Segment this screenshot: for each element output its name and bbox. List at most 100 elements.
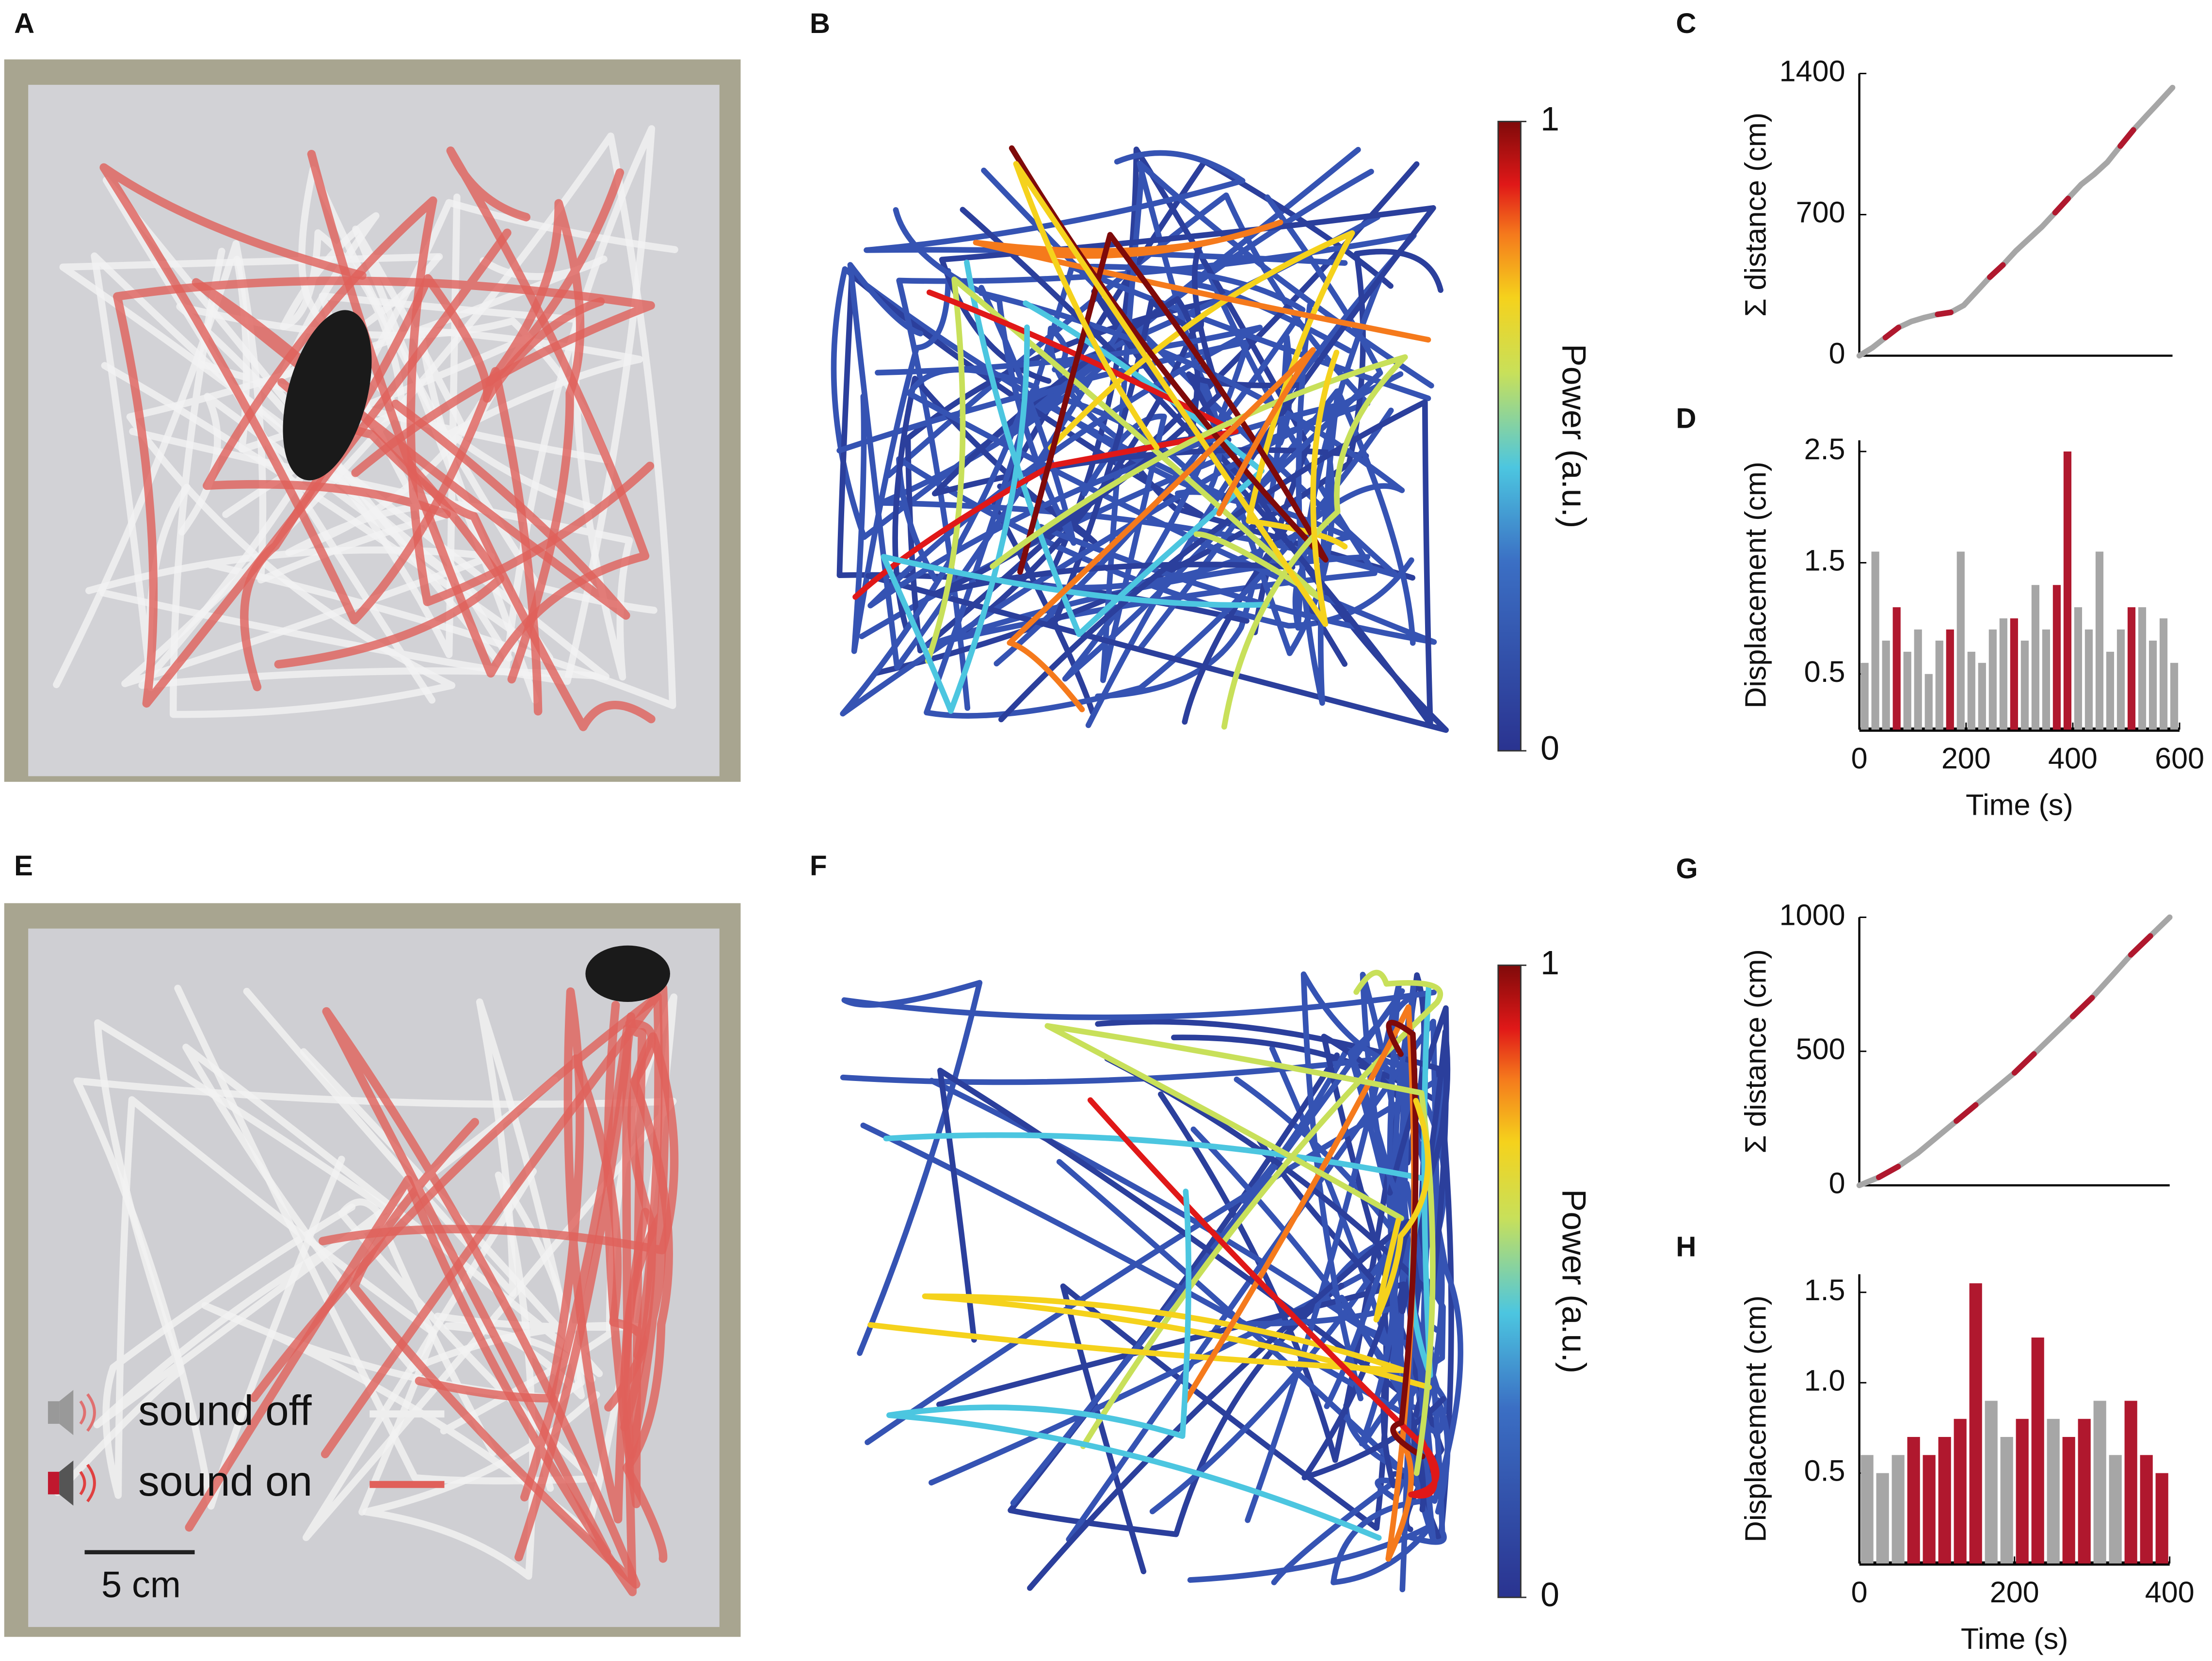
bar — [1969, 1283, 1982, 1564]
bar — [2159, 618, 2168, 730]
animal — [585, 945, 670, 1002]
bar — [2155, 1473, 2168, 1564]
colorbar-tick-label: 1 — [1540, 944, 1559, 982]
bar — [2170, 662, 2179, 730]
line — [1875, 933, 2153, 1180]
trajectory — [1013, 161, 1340, 627]
bar — [2106, 651, 2115, 730]
trajectory — [1008, 1052, 1345, 1537]
speaker-icon — [48, 1390, 96, 1435]
y-tick-label: 2.5 — [1804, 433, 1845, 466]
bar — [2047, 1419, 2060, 1564]
colorbar-label: Power (a.u.) — [1555, 344, 1593, 528]
trajectory — [867, 1293, 1432, 1390]
trajectory — [960, 207, 1433, 727]
bar — [2140, 1455, 2153, 1564]
x-tick-label: 200 — [1941, 742, 1991, 775]
x-axis-label: Time (s) — [1966, 789, 2073, 822]
colorbar-tick-label: 0 — [1540, 1576, 1559, 1613]
bar — [2109, 1455, 2122, 1564]
trajectory — [176, 194, 611, 658]
bar — [1924, 674, 1933, 730]
bar — [2000, 1437, 2013, 1564]
trajectory — [1386, 1019, 1426, 1459]
panel-label: C — [1676, 8, 1696, 39]
trajectory — [936, 1281, 1427, 1492]
y-tick-label: 1.5 — [1804, 1274, 1845, 1306]
trajectory — [514, 1000, 647, 1562]
trajectory — [841, 980, 1437, 1356]
legend-label: sound off — [138, 1387, 312, 1435]
trajectory — [1044, 1023, 1436, 1476]
bar — [1860, 662, 1869, 730]
colorbar-label: Power (a.u.) — [1555, 1189, 1593, 1373]
bar — [1954, 1419, 1967, 1564]
bar — [2010, 618, 2018, 730]
bar — [2063, 451, 2072, 730]
y-tick-label: 1400 — [1779, 55, 1845, 88]
y-tick-label: 700 — [1796, 196, 1845, 229]
trajectory — [893, 207, 1077, 546]
x-tick-label: 0 — [1851, 1576, 1868, 1609]
bar — [1860, 1455, 1874, 1564]
trajectory — [485, 168, 625, 684]
bar — [1871, 551, 1879, 730]
trajectory — [318, 1032, 679, 1432]
bar — [1935, 640, 1943, 730]
legend-label: sound on — [138, 1458, 312, 1505]
y-axis-label: Σ distance (cm) — [1739, 949, 1772, 1153]
bar — [2062, 1437, 2075, 1564]
trajectory — [102, 1096, 437, 1516]
trajectory — [990, 354, 1408, 730]
trajectory — [852, 290, 1239, 600]
y-axis-label: Σ distance (cm) — [1739, 113, 1772, 317]
bar — [2093, 1401, 2106, 1564]
y-axis-label: Displacement (cm) — [1739, 1295, 1772, 1542]
colorbar — [1497, 121, 1522, 752]
y-axis-label: Displacement (cm) — [1739, 462, 1772, 709]
trajectory — [203, 196, 655, 606]
bar — [2127, 607, 2136, 730]
trajectory — [192, 278, 630, 669]
bar — [2016, 1419, 2029, 1564]
panel-label: H — [1676, 1231, 1696, 1263]
trajectory — [925, 276, 1322, 664]
trajectory — [907, 367, 1437, 645]
trajectory — [964, 259, 1265, 637]
trajectory — [321, 984, 670, 1460]
trajectory — [851, 268, 951, 654]
bar — [2031, 585, 2039, 730]
trajectories — [53, 125, 1463, 1596]
trajectory — [1007, 347, 1316, 712]
line — [1856, 914, 2173, 1189]
trajectory — [73, 1077, 677, 1541]
bar — [1967, 651, 1975, 730]
panel-label: G — [1676, 853, 1698, 885]
line — [1856, 84, 2176, 359]
trajectory — [1271, 1221, 1445, 1585]
trajectory — [53, 240, 485, 688]
y-tick-label: 0.5 — [1804, 1454, 1845, 1487]
colorbar-tick-label: 0 — [1540, 729, 1559, 767]
trajectory — [886, 1188, 1382, 1541]
panel-label: B — [810, 8, 830, 39]
y-tick-label: 1.5 — [1804, 544, 1845, 577]
bar — [2084, 629, 2093, 730]
bar — [2031, 1337, 2044, 1564]
bar — [2042, 629, 2050, 730]
trajectory — [937, 1067, 1427, 1513]
colorbar — [1497, 964, 1522, 1598]
trajectory — [322, 1007, 641, 1589]
trajectory — [622, 1019, 673, 1563]
bar — [2138, 607, 2147, 730]
trajectory — [881, 324, 1270, 714]
scale-bar-label: 5 cm — [101, 1564, 181, 1605]
trajectory — [415, 987, 650, 1524]
bar — [2124, 1401, 2137, 1564]
trajectory — [113, 228, 655, 708]
bar — [1988, 629, 1997, 730]
x-tick-label: 200 — [1990, 1576, 2039, 1609]
colorbar-tick-label: 1 — [1540, 100, 1559, 138]
x-tick-label: 400 — [2145, 1576, 2195, 1609]
